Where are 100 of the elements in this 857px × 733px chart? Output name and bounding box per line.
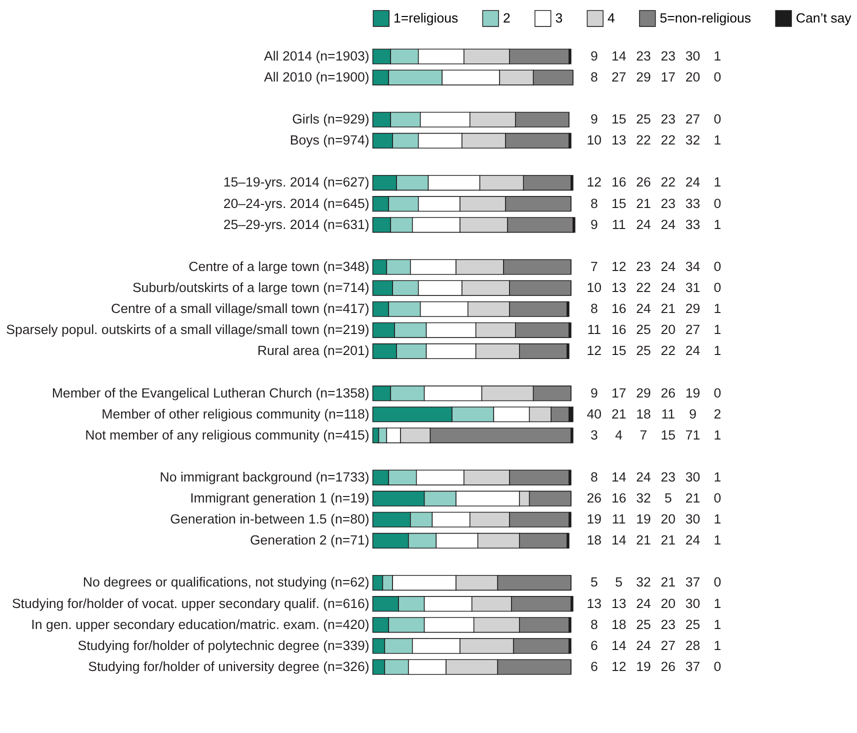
data-label: 11 [612,216,626,232]
data-label: 5 [615,574,623,590]
data-label: 1 [714,301,722,316]
data-label: 10 [586,132,602,148]
data-label: 16 [611,490,626,506]
data-label: 29 [636,385,651,400]
y-tick-label: 25–29-yrs. 2014 (n=631) [223,216,370,232]
data-label: 33 [685,216,700,232]
y-tick-label: Studying for/holder of university degree (n=326) [88,658,370,674]
data-label: 6 [590,658,598,674]
data-label: 1 [714,343,722,358]
data-label: 24 [685,174,700,190]
y-tick-label: Studying for/holder of vocat. upper secondary qualif. (n=616) [12,596,370,611]
data-label: 21 [660,301,676,316]
data-label: 37 [685,574,700,590]
y-tick-label: Sparsely popul. outskirts of a small village/small town (n=219) [6,322,370,338]
data-label: 0 [714,385,722,400]
data-label: 3 [590,427,598,442]
data-label: 24 [636,469,651,484]
data-label: 21 [685,490,700,506]
data-label: 32 [636,490,651,506]
y-tick-label: Member of other religious community (n=118) [102,406,370,422]
data-label: 14 [611,48,626,64]
legend-label: Can’t say [796,10,852,26]
data-label: 23 [660,469,676,484]
data-label: 4 [615,427,623,442]
data-label: 14 [611,532,626,548]
data-label: 30 [685,48,700,64]
data-label: 8 [590,469,598,484]
data-label: 18 [611,616,626,632]
data-label: 12 [611,258,626,274]
data-label: 0 [714,280,722,296]
data-label: 21 [611,406,626,422]
data-label: 0 [714,658,722,674]
data-label: 28 [685,638,700,653]
data-label: 15 [611,343,626,358]
data-label: 9 [590,385,598,400]
data-label: 17 [660,69,676,84]
data-label: 7 [590,258,598,274]
y-tick-label: No immigrant background (n=1733) [160,469,370,484]
y-tick-label: All 2014 (n=1903) [264,48,370,64]
data-label: 30 [685,512,700,527]
data-label: 11 [587,322,602,338]
y-tick-label: Studying for/holder of polytechnic degree (n=339) [78,638,370,653]
y-tick-label: Rural area (n=201) [257,343,370,358]
data-label: 25 [636,616,651,632]
y-tick-label: Not member of any religious community (n=415) [85,427,370,442]
data-label: 27 [685,322,700,338]
data-label: 25 [636,112,651,127]
y-tick-label: All 2010 (n=1900) [264,69,370,84]
data-label: 0 [714,574,722,590]
data-label: 24 [636,596,651,611]
y-tick-label: Member of the Evangelical Lutheran Church (n=1358) [52,385,370,400]
data-label: 32 [685,132,700,148]
data-label: 0 [714,196,722,211]
data-label: 1 [714,532,722,548]
data-label: 24 [636,301,651,316]
y-tick-label: Boys (n=974) [290,132,370,148]
data-label: 19 [636,658,651,674]
data-label: 22 [636,132,651,148]
data-label: 19 [685,385,700,400]
data-label: 21 [660,574,676,590]
data-label: 23 [636,48,651,64]
y-tick-label: 20–24-yrs. 2014 (n=645) [223,196,370,211]
data-label: 12 [586,343,602,358]
data-label: 25 [685,616,700,632]
y-tick-label: Generation 2 (n=71) [250,532,370,548]
data-label: 2 [714,406,722,422]
data-label: 0 [714,490,722,506]
data-label: 31 [685,280,700,296]
data-label: 26 [660,385,676,400]
data-label: 1 [714,469,722,484]
data-label: 34 [685,258,700,274]
data-label: 21 [636,196,651,211]
data-label: 8 [590,301,598,316]
data-label: 71 [685,427,700,442]
data-label: 8 [590,196,598,211]
data-label: 13 [611,132,626,148]
data-label: 23 [660,48,676,64]
data-label: 40 [586,406,602,422]
legend-label: 5=non-religious [660,10,752,26]
data-label: 21 [660,532,676,548]
data-label: 1 [714,616,722,632]
data-label: 20 [685,69,700,84]
data-label: 25 [636,322,651,338]
y-tick-label: Suburb/outskirts of a large town (n=714) [132,280,370,296]
data-label: 13 [611,596,626,611]
data-label: 30 [685,469,700,484]
data-label: 20 [660,512,676,527]
data-label: 0 [714,112,722,127]
data-label: 24 [636,638,651,653]
data-label: 23 [660,112,676,127]
y-tick-label: Centre of a small village/small town (n=417) [111,301,370,316]
y-tick-label: 15–19-yrs. 2014 (n=627) [223,174,370,190]
data-label: 29 [685,301,700,316]
data-label: 1 [714,512,722,527]
y-tick-label: Generation in-between 1.5 (n=80) [170,512,370,527]
data-label: 26 [586,490,602,506]
data-label: 20 [660,322,676,338]
data-label: 5 [664,490,672,506]
